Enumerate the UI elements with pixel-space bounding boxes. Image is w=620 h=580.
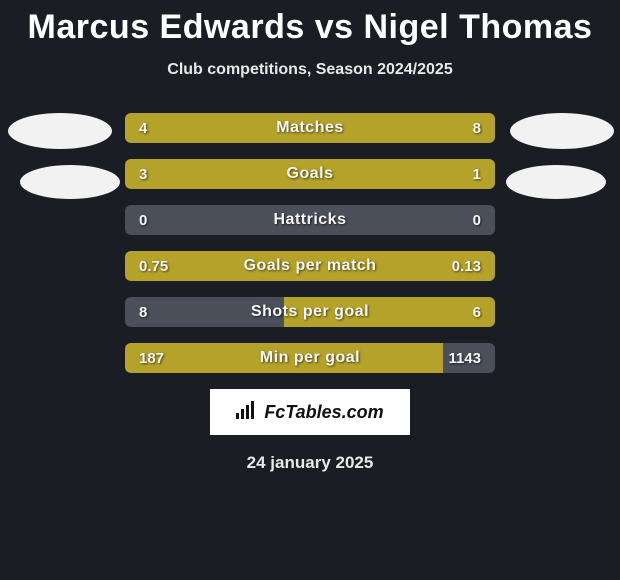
logo-text: FcTables.com: [264, 402, 383, 423]
bar-row: Hattricks0 0: [125, 205, 495, 235]
page-title: Marcus Edwards vs Nigel Thomas: [0, 0, 620, 47]
player1-avatar-2: [20, 165, 120, 199]
bar-value-left: 4: [125, 113, 161, 143]
comparison-chart: Matches48Goals31Hattricks00Goals per mat…: [0, 113, 620, 373]
bar-row: Min per goal1871143: [125, 343, 495, 373]
bar-value-left: 187: [125, 343, 178, 373]
subtitle: Club competitions, Season 2024/2025: [0, 61, 620, 79]
bar-label: Matches: [125, 113, 495, 143]
player1-avatar: [8, 113, 112, 149]
bar-value-left: 0: [125, 205, 161, 235]
bar-row: Goals per match0.750.13: [125, 251, 495, 281]
chart-icon: [236, 401, 258, 424]
player2-avatar-2: [506, 165, 606, 199]
player1-name: Marcus Edwards: [28, 8, 305, 46]
bar-row: Shots per goal8 6: [125, 297, 495, 327]
vs-text: vs: [315, 8, 354, 46]
bar-row: Matches4 8: [125, 113, 495, 143]
date-text: 24 january 2025: [0, 453, 620, 473]
bar-value-left: 3: [125, 159, 161, 189]
bar-value-right: 8: [459, 113, 495, 143]
logo-badge: FcTables.com: [210, 389, 410, 435]
bar-value-right: 0: [459, 205, 495, 235]
bar-value-right: 0.13: [438, 251, 495, 281]
player2-avatar: [510, 113, 614, 149]
bar-label: Shots per goal: [125, 297, 495, 327]
bar-label: Goals: [125, 159, 495, 189]
bar-label: Hattricks: [125, 205, 495, 235]
bar-row: Goals3 1: [125, 159, 495, 189]
bar-value-left: 0.75: [125, 251, 182, 281]
bar-value-left: 8: [125, 297, 161, 327]
player2-name: Nigel Thomas: [364, 8, 593, 46]
bar-value-right: 1143: [434, 343, 495, 373]
bar-value-right: 1: [459, 159, 495, 189]
bars-container: Matches48Goals31Hattricks00Goals per mat…: [125, 113, 495, 373]
bar-value-right: 6: [459, 297, 495, 327]
